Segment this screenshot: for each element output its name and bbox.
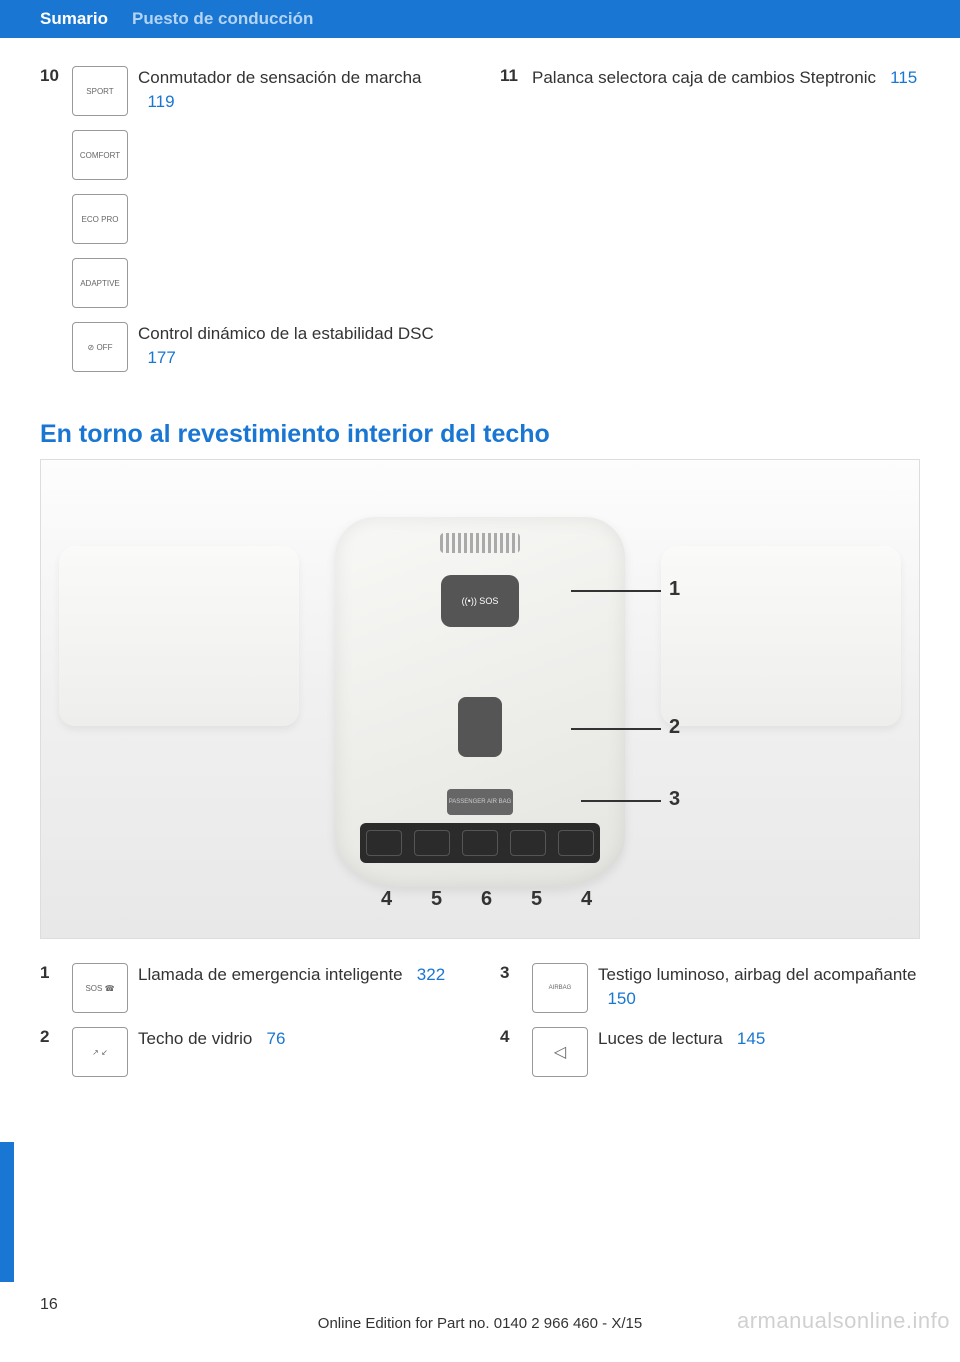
overhead-console: ((•)) SOS PASSENGER AIR BAG — [335, 517, 625, 887]
legend-1-text: Llamada de emergencia inteli­gente — [138, 965, 403, 984]
legend-right: 3 AIRBAG Testigo luminoso, airbag del ac… — [500, 963, 920, 1091]
callout-line-2 — [571, 728, 661, 730]
ecopro-icon: ECO PRO — [72, 194, 128, 244]
top-right-col: 11 Palanca selectora caja de cambios Ste… — [500, 66, 920, 386]
callout-1: 1 — [669, 578, 680, 601]
edge-tab — [0, 1142, 14, 1282]
light-btn-graphic — [558, 830, 594, 856]
item-11-row: 11 Palanca selectora caja de cambios Ste… — [500, 66, 920, 90]
legend-4-ref[interactable]: 145 — [737, 1029, 765, 1048]
legend-4-text: Luces de lectura — [598, 1029, 723, 1048]
top-left-col: 10 SPORT Conmutador de sensación de marc… — [40, 66, 460, 386]
legend-2: 2 ↗ ↙ Techo de vidrio 76 — [40, 1027, 460, 1077]
sos-phone-icon: SOS ☎ — [72, 963, 128, 1013]
spacer — [40, 130, 62, 150]
callout-line-1 — [571, 590, 661, 592]
top-items: 10 SPORT Conmutador de sensación de marc… — [40, 66, 920, 386]
spacer — [40, 194, 62, 214]
item-10-desc2: Control dinámico de la estabili­dad DSC … — [138, 322, 460, 370]
sunroof-icon: ↗ ↙ — [72, 1027, 128, 1077]
icon-stack-10: SPORT — [72, 66, 128, 116]
item-10-row2: ⊘ OFF Control dinámico de la estabili­da… — [40, 322, 460, 372]
item-10-text2: Control dinámico de la estabili­dad DSC — [138, 324, 434, 343]
legend-3-text: Testigo luminoso, airbag del acompañante — [598, 965, 916, 984]
item-10-icon4-row: ADAPTIVE — [40, 258, 460, 308]
legend-3-ref[interactable]: 150 — [607, 989, 635, 1008]
light-btn-graphic — [462, 830, 498, 856]
callout-b4: 5 — [531, 888, 542, 911]
item-10-icon3-row: ECO PRO — [40, 194, 460, 244]
item-11-desc: Palanca selectora caja de cambios Step­t… — [532, 66, 917, 90]
item-num-10: 10 — [40, 66, 62, 86]
legend-1-desc: Llamada de emergencia inteli­gente 322 — [138, 963, 445, 987]
legend-4: 4 ◁ Luces de lectura 145 — [500, 1027, 920, 1077]
callout-b1: 4 — [381, 888, 392, 911]
legend-num-3: 3 — [500, 963, 522, 983]
item-num-11: 11 — [500, 66, 522, 86]
legend-2-text: Techo de vidrio — [138, 1029, 252, 1048]
header-inactive: Puesto de conducción — [132, 9, 313, 29]
item-10-row1: 10 SPORT Conmutador de sensación de marc… — [40, 66, 460, 116]
header-active: Sumario — [40, 9, 108, 29]
legend-1: 1 SOS ☎ Llamada de emergencia inteli­gen… — [40, 963, 460, 1013]
legend-3-desc: Testigo luminoso, airbag del acompañante… — [598, 963, 920, 1011]
light-btn-graphic — [510, 830, 546, 856]
item-10-icon2-row: COMFORT — [40, 130, 460, 180]
item-10-text1: Conmutador de sensación de marcha — [138, 68, 422, 87]
item-10-ref2[interactable]: 177 — [147, 348, 175, 367]
legend-left: 1 SOS ☎ Llamada de emergencia inteli­gen… — [40, 963, 460, 1091]
legend-num-1: 1 — [40, 963, 62, 983]
comfort-icon: COMFORT — [72, 130, 128, 180]
item-10-ref1[interactable]: 119 — [147, 92, 174, 111]
item-10-desc1: Conmutador de sensación de marcha 119 — [138, 66, 460, 114]
legend-4-desc: Luces de lectura 145 — [598, 1027, 765, 1051]
legend-num-4: 4 — [500, 1027, 522, 1047]
page-number: 16 — [40, 1296, 58, 1314]
light-btn-graphic — [414, 830, 450, 856]
sunroof-switch-graphic — [458, 697, 502, 757]
adaptive-icon: ADAPTIVE — [72, 258, 128, 308]
light-button-bar — [360, 823, 600, 863]
roof-console-diagram: ((•)) SOS PASSENGER AIR BAG 1 2 3 4 5 6 … — [40, 459, 920, 939]
item-11-text: Palanca selectora caja de cambios Step­t… — [532, 68, 876, 87]
legend-2-ref[interactable]: 76 — [267, 1029, 286, 1048]
sunvisor-right — [661, 546, 901, 726]
airbag-indicator-graphic: PASSENGER AIR BAG — [447, 789, 513, 815]
legend-3: 3 AIRBAG Testigo luminoso, airbag del ac… — [500, 963, 920, 1013]
dsc-off-icon: ⊘ OFF — [72, 322, 128, 372]
callout-b3: 6 — [481, 888, 492, 911]
sunvisor-left — [59, 546, 299, 726]
legend: 1 SOS ☎ Llamada de emergencia inteli­gen… — [40, 963, 920, 1091]
watermark: armanualsonline.info — [737, 1308, 950, 1334]
callout-line-3 — [581, 800, 661, 802]
airbag-icon: AIRBAG — [532, 963, 588, 1013]
item-11-ref[interactable]: 115 — [890, 68, 917, 87]
section-title: En torno al revestimiento interior del t… — [40, 420, 920, 449]
legend-2-desc: Techo de vidrio 76 — [138, 1027, 285, 1051]
legend-num-2: 2 — [40, 1027, 62, 1047]
sport-icon: SPORT — [72, 66, 128, 116]
page-content: 10 SPORT Conmutador de sensación de marc… — [0, 38, 960, 1091]
callout-2: 2 — [669, 716, 680, 739]
spacer — [40, 258, 62, 278]
callout-b2: 5 — [431, 888, 442, 911]
light-btn-graphic — [366, 830, 402, 856]
callout-b5: 4 — [581, 888, 592, 911]
sos-button-graphic: ((•)) SOS — [441, 575, 519, 627]
reading-light-icon: ◁ — [532, 1027, 588, 1077]
spacer — [40, 322, 62, 342]
legend-1-ref[interactable]: 322 — [417, 965, 445, 984]
callout-3: 3 — [669, 788, 680, 811]
header-band: Sumario Puesto de conducción — [0, 0, 960, 38]
